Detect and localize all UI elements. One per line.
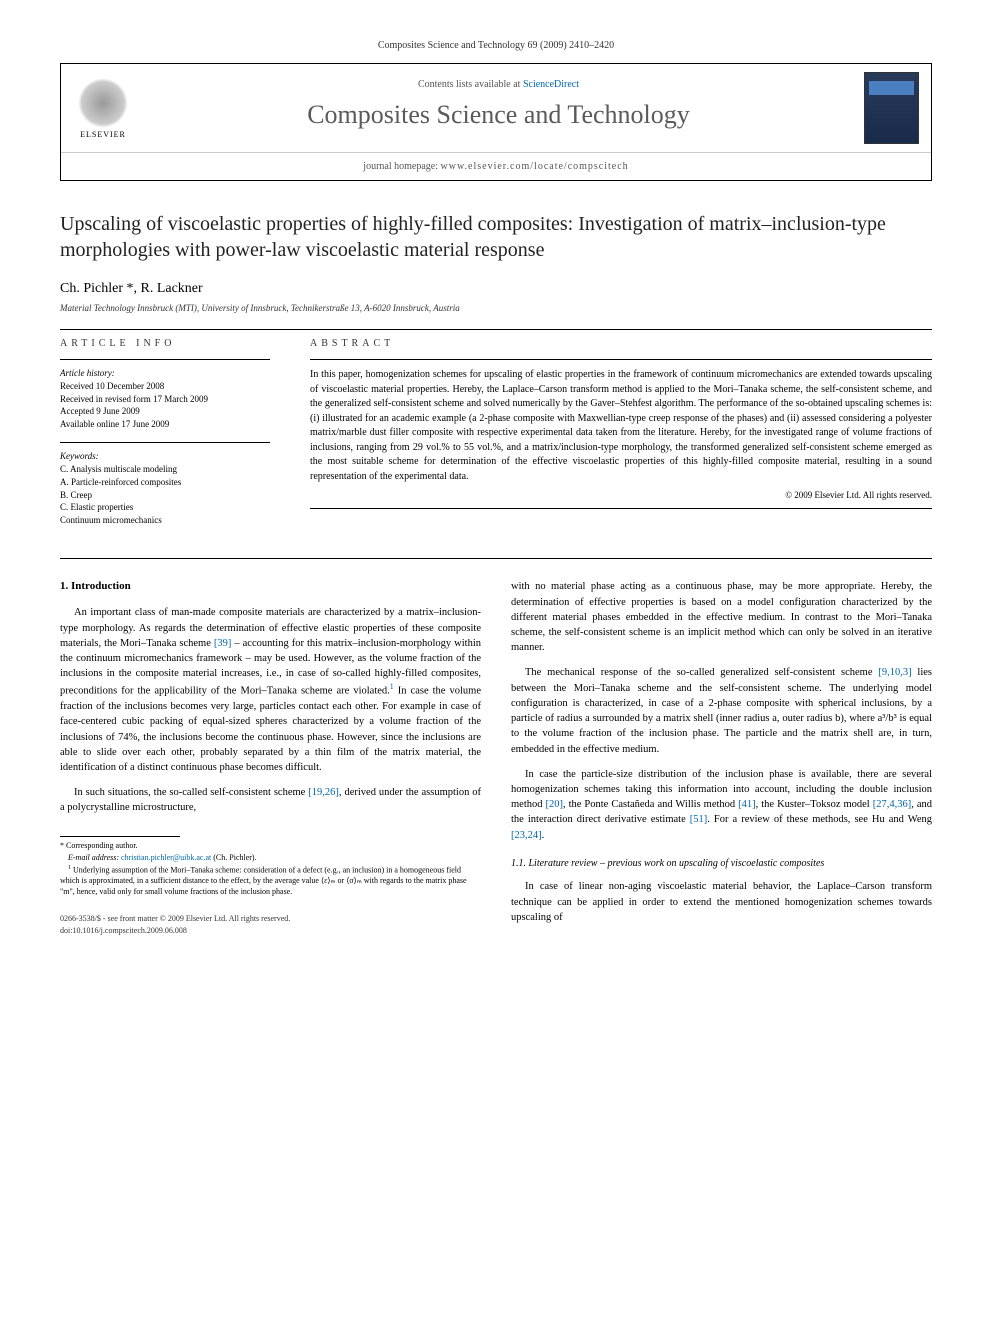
keyword-line: C. Elastic properties <box>60 501 270 514</box>
article-info-column: ARTICLE INFO Article history: Received 1… <box>60 338 270 538</box>
authors-line: Ch. Pichler *, R. Lackner <box>60 281 932 297</box>
abstract-divider-bottom <box>310 508 932 509</box>
right-column: with no material phase acting as a conti… <box>511 579 932 936</box>
abstract-divider-top <box>310 359 932 360</box>
history-line: Accepted 9 June 2009 <box>60 405 270 418</box>
keyword-line: C. Analysis multiscale modeling <box>60 463 270 476</box>
citation-link[interactable]: [51] <box>690 814 708 825</box>
article-history-block: Article history: Received 10 December 20… <box>60 368 270 430</box>
footnote-1-text: 1 Underlying assumption of the Mori–Tana… <box>60 865 481 897</box>
divider-main <box>60 558 932 559</box>
intro-paragraph-1: An important class of man-made composite… <box>60 605 481 775</box>
page-footer: 0266-3538/$ - see front matter © 2009 El… <box>60 913 481 936</box>
affiliation-line: Material Technology Innsbruck (MTI), Uni… <box>60 303 932 313</box>
journal-header-box: ELSEVIER Contents lists available at Sci… <box>60 63 932 181</box>
history-label: Article history: <box>60 368 270 378</box>
col2-paragraph-4: In case of linear non-aging viscoelastic… <box>511 879 932 925</box>
info-divider-2 <box>60 442 270 443</box>
footnote-divider <box>60 836 180 837</box>
intro-paragraph-2: In such situations, the so-called self-c… <box>60 785 481 815</box>
citation-link[interactable]: [20] <box>545 799 563 810</box>
elsevier-label: ELSEVIER <box>80 130 126 139</box>
abstract-column: ABSTRACT In this paper, homogenization s… <box>310 338 932 538</box>
text-span: , the Kuster–Toksoz model <box>756 799 873 810</box>
citation-link[interactable]: [19,26] <box>308 787 339 798</box>
header-bottom-row: journal homepage: www.elsevier.com/locat… <box>61 153 931 180</box>
abstract-heading: ABSTRACT <box>310 338 932 349</box>
header-center: Contents lists available at ScienceDirec… <box>153 79 844 138</box>
history-line: Available online 17 June 2009 <box>60 418 270 431</box>
history-line: Received in revised form 17 March 2009 <box>60 393 270 406</box>
email-author: (Ch. Pichler). <box>211 853 256 862</box>
section-1-heading: 1. Introduction <box>60 579 481 595</box>
main-body-columns: 1. Introduction An important class of ma… <box>60 579 932 936</box>
citation-link[interactable]: [39] <box>214 638 232 649</box>
homepage-prefix: journal homepage: <box>363 161 440 172</box>
keyword-line: Continuum micromechanics <box>60 514 270 527</box>
footnote-block: * Corresponding author. E-mail address: … <box>60 841 481 898</box>
abstract-copyright: © 2009 Elsevier Ltd. All rights reserved… <box>310 490 932 500</box>
text-span: . For a review of these methods, see Hu … <box>707 814 932 825</box>
text-span: In such situations, the so-called self-c… <box>74 787 308 798</box>
sciencedirect-link[interactable]: ScienceDirect <box>523 79 579 90</box>
col2-paragraph-1: with no material phase acting as a conti… <box>511 579 932 655</box>
issn-line: 0266-3538/$ - see front matter © 2009 El… <box>60 913 481 925</box>
header-top-row: ELSEVIER Contents lists available at Sci… <box>61 64 931 153</box>
journal-cover-thumbnail <box>864 72 919 144</box>
divider-top <box>60 329 932 330</box>
citation-link[interactable]: [23,24] <box>511 830 542 841</box>
article-info-heading: ARTICLE INFO <box>60 338 270 349</box>
text-span: , the Ponte Castañeda and Willis method <box>563 799 738 810</box>
journal-homepage-link[interactable]: www.elsevier.com/locate/compscitech <box>441 161 629 172</box>
citation-link[interactable]: [41] <box>738 799 756 810</box>
elsevier-tree-icon <box>78 78 128 128</box>
keyword-line: B. Creep <box>60 489 270 502</box>
journal-name: Composites Science and Technology <box>153 100 844 130</box>
doi-line: doi:10.1016/j.compscitech.2009.06.008 <box>60 925 481 937</box>
citation-link[interactable]: [9,10,3] <box>878 667 911 678</box>
text-span: The mechanical response of the so-called… <box>525 667 878 678</box>
keywords-label: Keywords: <box>60 451 270 461</box>
text-span: lies between the Mori–Tanaka scheme and … <box>511 667 932 754</box>
corresponding-author-note: * Corresponding author. <box>60 841 481 851</box>
subsection-1-1-heading: 1.1. Literature review – previous work o… <box>511 857 932 872</box>
journal-reference: Composites Science and Technology 69 (20… <box>60 40 932 51</box>
col2-paragraph-2: The mechanical response of the so-called… <box>511 665 932 756</box>
elsevier-logo: ELSEVIER <box>73 73 133 143</box>
col2-paragraph-3: In case the particle-size distribution o… <box>511 767 932 843</box>
keyword-line: A. Particle-reinforced composites <box>60 476 270 489</box>
email-link[interactable]: christian.pichler@uibk.ac.at <box>121 853 211 862</box>
info-divider-1 <box>60 359 270 360</box>
left-column: 1. Introduction An important class of ma… <box>60 579 481 936</box>
citation-link[interactable]: [27,4,36] <box>873 799 912 810</box>
text-span: . <box>542 830 545 841</box>
keywords-block: Keywords: C. Analysis multiscale modelin… <box>60 451 270 526</box>
text-span: In case the volume fraction of the inclu… <box>60 686 481 773</box>
email-line: E-mail address: christian.pichler@uibk.a… <box>60 853 481 863</box>
footnote-1-body: Underlying assumption of the Mori–Tanaka… <box>60 866 467 896</box>
contents-prefix: Contents lists available at <box>418 79 523 90</box>
contents-available-line: Contents lists available at ScienceDirec… <box>153 79 844 90</box>
info-abstract-row: ARTICLE INFO Article history: Received 1… <box>60 338 932 538</box>
article-title: Upscaling of viscoelastic properties of … <box>60 211 932 263</box>
abstract-text: In this paper, homogenization schemes fo… <box>310 368 932 484</box>
email-label: E-mail address: <box>68 853 121 862</box>
history-line: Received 10 December 2008 <box>60 380 270 393</box>
